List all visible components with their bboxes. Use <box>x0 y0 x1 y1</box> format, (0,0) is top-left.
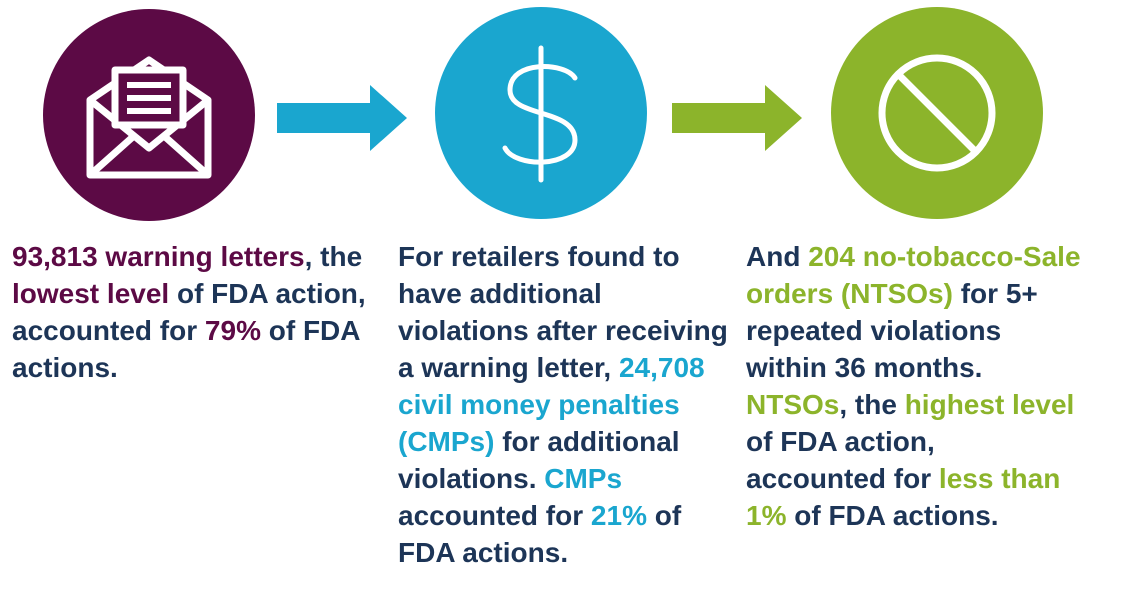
arrow <box>672 85 802 151</box>
arrow <box>277 85 407 151</box>
body-text: accounted for <box>398 500 591 531</box>
body-text: of FDA action, accounted for <box>12 278 366 346</box>
prohibition-icon <box>878 54 996 172</box>
step-text: For retailers found to have additional v… <box>398 238 728 571</box>
highlight-text: lowest level <box>12 278 170 309</box>
highlight-text: CMPs <box>544 463 623 494</box>
body-text: , the <box>304 241 363 272</box>
body-text: of FDA action, accounted for <box>746 426 939 494</box>
highlight-text: less than 1% <box>746 463 1061 531</box>
highlight-text: highest level <box>904 389 1075 420</box>
envelope-icon <box>86 56 212 179</box>
highlight-text: 93,813 warning letters <box>12 241 305 272</box>
body-text: of FDA actions. <box>786 500 999 531</box>
dollar-icon <box>502 45 578 183</box>
highlight-text: 204 no-tobacco-Sale orders (NTSOs) <box>746 241 1081 309</box>
body-text: And <box>746 241 809 272</box>
body-text: , the <box>839 389 905 420</box>
highlight-text: 21% <box>590 500 647 531</box>
highlight-text: NTSOs <box>746 389 840 420</box>
highlight-text: 79% <box>204 315 261 346</box>
body-text: for additional violations. <box>398 426 680 494</box>
step-text: 93,813 warning letters, the lowest level… <box>12 238 384 386</box>
step-text: And 204 no-tobacco-Sale orders (NTSOs) f… <box>746 238 1081 534</box>
body-text: of FDA actions. <box>12 315 360 383</box>
highlight-text: 24,708 civil money penalties (CMPs) <box>398 352 705 457</box>
body-text: of FDA actions. <box>398 500 682 568</box>
body-text: For retailers found to have additional v… <box>398 241 728 383</box>
body-text: for 5+ repeated violations within 36 mon… <box>746 278 1038 383</box>
